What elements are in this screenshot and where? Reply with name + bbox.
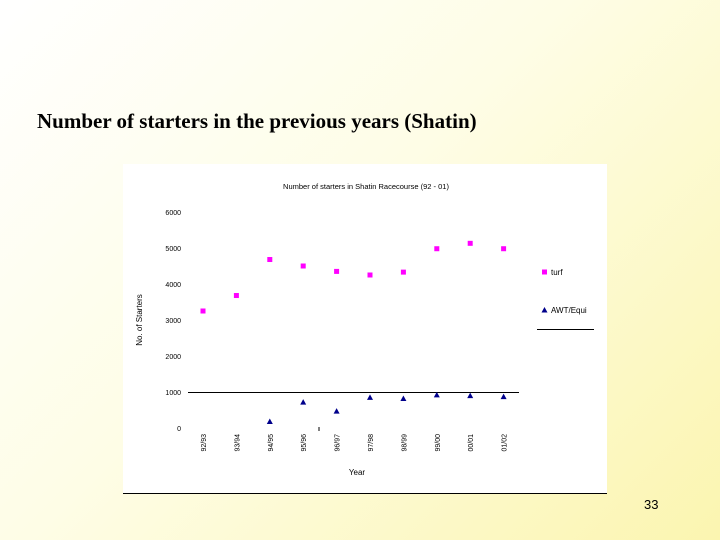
data-point xyxy=(467,392,474,399)
chart-title: Number of starters in Shatin Racecourse … xyxy=(283,182,449,191)
data-point xyxy=(400,395,407,401)
x-tick-label: 92/93 xyxy=(201,434,208,452)
y-tick-label: 4000 xyxy=(165,282,181,289)
data-point xyxy=(367,272,373,278)
x-tick-label: 00/01 xyxy=(468,434,475,452)
x-tick-label: 98/99 xyxy=(401,434,408,452)
data-point xyxy=(266,418,273,425)
data-point xyxy=(433,391,440,398)
data-point xyxy=(400,269,406,275)
data-point xyxy=(467,240,473,246)
x-tick-label: 01/02 xyxy=(502,434,509,452)
x-tick-label: 93/94 xyxy=(234,434,241,452)
legend-label: turf xyxy=(551,268,563,277)
chart-svg: Number of starters in Shatin Racecourse … xyxy=(135,182,594,477)
data-point xyxy=(434,246,440,252)
x-tick-label: 96/97 xyxy=(335,434,342,452)
chart-baseline xyxy=(123,493,607,494)
page-number: 33 xyxy=(644,497,659,512)
y-tick-labels: 0 1000 2000 3000 4000 5000 6000 xyxy=(165,210,181,433)
legend: turf AWT/Equi xyxy=(541,268,587,315)
y-tick-label: 5000 xyxy=(165,246,181,253)
legend-item: turf xyxy=(542,268,563,277)
legend-marker xyxy=(542,269,547,275)
y-tick-label: 3000 xyxy=(165,318,181,325)
y-axis-label: No. of Starters xyxy=(135,294,144,346)
y-tick-label: 0 xyxy=(177,426,181,433)
chart-panel: Number of starters in Shatin Racecourse … xyxy=(123,164,607,494)
data-point xyxy=(367,394,373,400)
series-layer xyxy=(200,240,507,425)
x-tick-label: 95/96 xyxy=(301,434,308,452)
data-point xyxy=(300,399,307,405)
legend-marker xyxy=(541,307,548,313)
data-point xyxy=(333,408,340,414)
x-tick-labels: 92/93 93/94 94/95 95/96 96/97 97/98 98/99 99/00… xyxy=(201,434,509,452)
x-tick-label: 94/95 xyxy=(268,434,275,452)
x-tick-label: 99/00 xyxy=(435,434,442,452)
y-tick-label: 6000 xyxy=(165,210,181,217)
series-awt-equi xyxy=(266,391,507,425)
data-point xyxy=(501,246,507,252)
y-tick-label: 1000 xyxy=(165,390,181,397)
data-point xyxy=(267,257,273,263)
legend-label: AWT/Equi xyxy=(551,306,587,315)
x-tick-label: 97/98 xyxy=(368,434,375,452)
data-point xyxy=(300,263,306,269)
slide-title: Number of starters in the previous years… xyxy=(37,109,477,133)
x-axis-label: Year xyxy=(349,468,366,477)
y-tick-label: 2000 xyxy=(165,354,181,361)
series-turf xyxy=(200,240,507,314)
data-point xyxy=(334,268,340,274)
legend-item: AWT/Equi xyxy=(541,306,587,315)
data-point xyxy=(500,393,507,400)
data-point xyxy=(200,308,206,314)
data-point xyxy=(233,293,239,299)
